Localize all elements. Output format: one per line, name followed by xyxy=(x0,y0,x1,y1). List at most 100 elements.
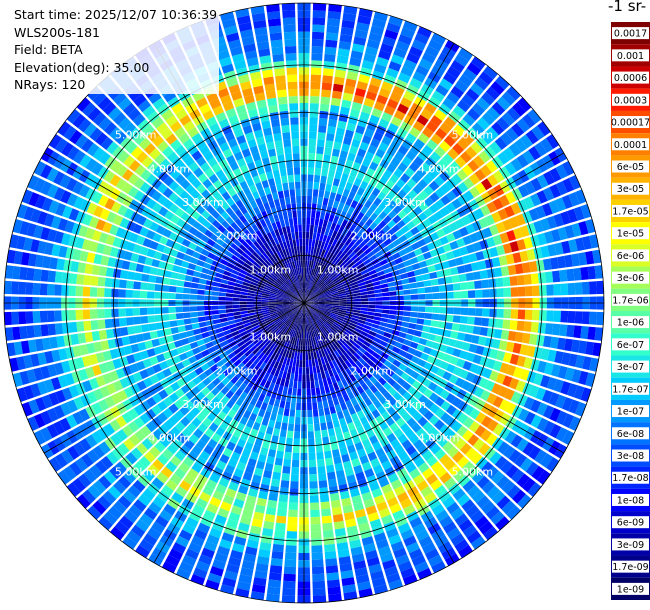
gate-cell xyxy=(462,164,474,177)
gate-cell xyxy=(404,245,414,254)
gate-cell xyxy=(345,313,353,317)
gate-cell xyxy=(305,367,310,375)
gate-cell xyxy=(420,267,429,275)
gate-cell xyxy=(11,281,20,295)
gate-cell xyxy=(400,273,409,280)
gate-cell xyxy=(382,36,396,47)
gate-cell xyxy=(539,284,547,296)
gate-cell xyxy=(489,141,502,155)
gate-cell xyxy=(405,462,417,474)
gate-cell xyxy=(306,316,309,325)
gate-cell xyxy=(320,501,331,510)
gate-cell xyxy=(312,322,317,330)
gate-cell xyxy=(25,311,34,324)
gate-cell xyxy=(387,377,397,387)
gate-cell xyxy=(314,311,321,317)
gate-cell xyxy=(309,323,312,331)
gate-cell xyxy=(384,327,393,334)
gate-cell xyxy=(319,494,330,503)
gate-cell xyxy=(326,176,334,185)
gate-cell xyxy=(503,309,512,319)
gate-cell xyxy=(436,328,445,336)
gate-cell xyxy=(557,365,568,379)
gate-cell xyxy=(452,105,466,118)
gate-cell xyxy=(247,307,255,311)
gate-cell xyxy=(368,304,376,309)
gate-cell xyxy=(385,343,395,351)
gate-cell xyxy=(492,198,504,210)
gate-cell xyxy=(498,255,508,266)
gate-cell xyxy=(426,121,439,133)
gate-cell xyxy=(355,238,363,246)
gate-cell xyxy=(566,268,575,282)
gate-cell xyxy=(315,270,320,278)
gate-cell xyxy=(319,326,325,334)
gate-cell xyxy=(310,323,314,331)
gate-cell xyxy=(478,150,491,164)
gate-cell xyxy=(283,458,292,467)
gate-cell xyxy=(339,150,348,159)
gate-cell xyxy=(384,490,396,501)
gate-cell xyxy=(400,97,413,108)
gate-cell xyxy=(487,419,499,432)
gate-cell xyxy=(388,314,397,320)
gate-cell xyxy=(555,410,568,425)
gate-cell xyxy=(320,249,326,257)
gate-cell xyxy=(314,218,320,226)
gate-cell xyxy=(388,15,403,27)
gate-cell xyxy=(417,306,426,313)
gate-cell xyxy=(316,336,321,344)
gate-cell xyxy=(297,381,302,389)
gate-cell xyxy=(204,310,212,316)
gate-cell xyxy=(340,26,354,36)
gate-cell xyxy=(402,215,412,225)
gate-cell xyxy=(320,422,327,431)
gate-cell xyxy=(343,246,351,254)
gate-cell xyxy=(315,278,321,286)
gate-cell xyxy=(364,199,373,209)
gate-cell xyxy=(307,253,311,261)
gate-cell xyxy=(218,292,227,297)
gate-cell xyxy=(338,346,346,354)
gate-cell xyxy=(531,465,545,481)
gate-cell xyxy=(452,348,462,358)
gate-cell xyxy=(476,97,491,111)
gate-cell xyxy=(439,471,452,484)
gate-cell xyxy=(491,490,506,505)
ray xyxy=(304,303,532,509)
gate-cell xyxy=(334,341,341,349)
gate-cell xyxy=(311,53,323,61)
gate-cell xyxy=(342,92,354,102)
gate-cell xyxy=(495,372,506,385)
gate-cell xyxy=(272,191,279,201)
gate-cell xyxy=(445,314,454,322)
ray xyxy=(304,265,603,303)
gate-cell xyxy=(418,535,433,548)
gate-cell xyxy=(308,316,313,324)
gate-cell xyxy=(369,481,380,492)
gate-cell xyxy=(379,279,388,285)
gate-cell xyxy=(367,293,376,298)
gate-cell xyxy=(246,304,255,308)
gate-cell xyxy=(353,403,362,413)
gate-cell xyxy=(502,352,513,363)
gate-cell xyxy=(332,83,344,93)
gate-cell xyxy=(349,373,357,382)
gate-cell xyxy=(211,314,220,320)
gate-cell xyxy=(335,388,342,398)
gate-cell xyxy=(319,364,324,373)
gate-cell xyxy=(360,205,369,215)
gate-cell xyxy=(308,452,316,461)
gate-cell xyxy=(349,224,357,233)
gate-cell xyxy=(368,563,382,574)
gate-cell xyxy=(325,235,332,244)
gate-cell xyxy=(574,282,583,295)
gate-cell xyxy=(417,26,433,39)
gate-cell xyxy=(494,456,508,470)
gate-cell xyxy=(219,283,228,289)
gate-cell xyxy=(378,49,392,61)
gate-cell xyxy=(276,205,282,214)
gate-cell xyxy=(360,310,368,315)
gate-cell xyxy=(356,220,365,230)
gate-cell xyxy=(313,287,320,294)
